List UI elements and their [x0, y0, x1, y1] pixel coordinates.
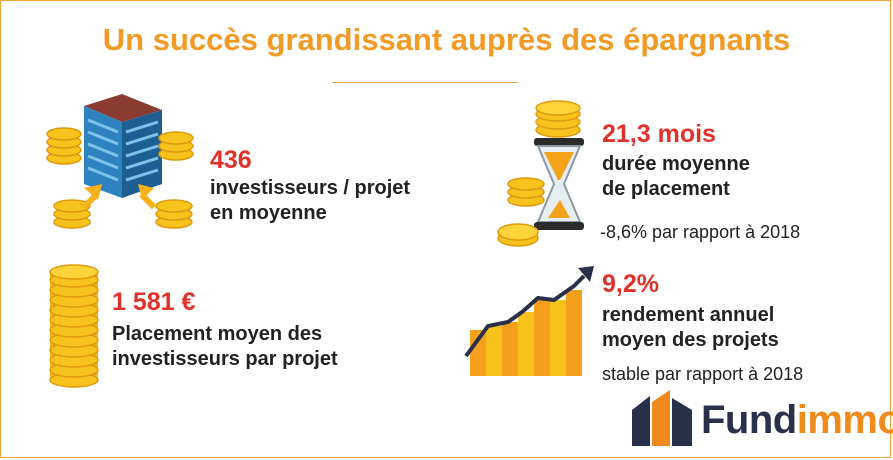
duration-label-line2: de placement: [602, 178, 730, 200]
yield-label-line1: rendement annuel: [602, 304, 775, 326]
title-divider: [332, 82, 518, 83]
brand-logo: Fundimmo: [701, 398, 893, 443]
page-title: Un succès grandissant auprès des épargna…: [102, 22, 791, 57]
yield-value: 9,2%: [602, 270, 659, 298]
placement-label-line2: investisseurs par projet: [112, 348, 338, 370]
building-coins-icon: [46, 94, 194, 229]
yield-note: stable par rapport à 2018: [602, 364, 804, 384]
duration-value: 21,3 mois: [602, 120, 716, 148]
duration-label-line1: durée moyenne: [602, 153, 750, 175]
fundimmo-logo-icon: [632, 390, 692, 446]
yield-label-line2: moyen des projets: [602, 329, 779, 351]
logo-text-part1: Fund: [701, 398, 797, 442]
investors-label-line2: en moyenne: [210, 202, 327, 224]
growth-chart-icon: [464, 266, 594, 376]
duration-note: -8,6% par rapport à 2018: [600, 222, 801, 242]
investors-value: 436: [210, 146, 252, 174]
coin-stack-icon: [49, 264, 99, 388]
investors-label-line1: investisseurs / projet: [210, 177, 411, 199]
hourglass-coins-icon: [497, 100, 584, 247]
logo-text-part2: immo: [796, 398, 893, 442]
placement-label-line1: Placement moyen des: [112, 323, 323, 345]
placement-value: 1 581 €: [112, 288, 196, 316]
